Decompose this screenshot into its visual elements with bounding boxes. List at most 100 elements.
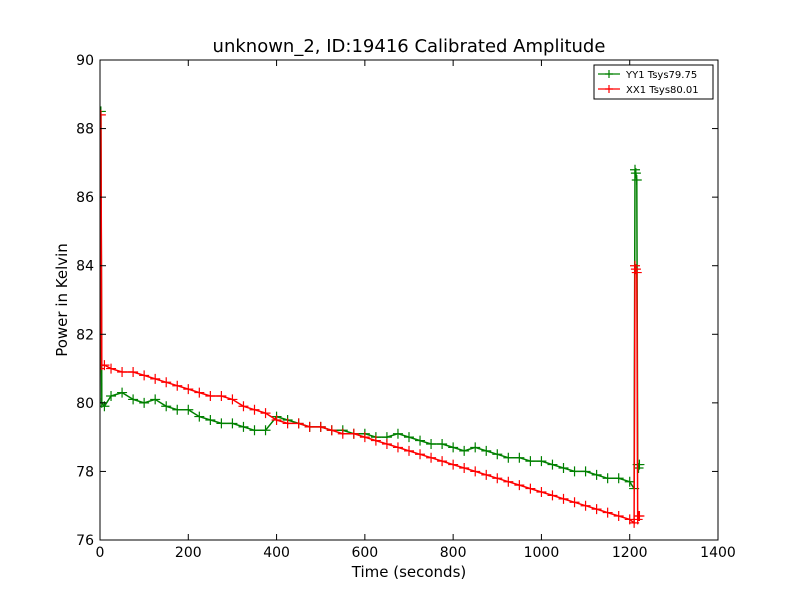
series-0 [100,106,645,494]
data-point [426,439,437,449]
data-point [117,387,128,398]
legend-marker-0 [605,70,613,78]
data-point [100,363,105,374]
data-point [106,391,117,401]
data-point [631,175,642,185]
data-point [227,418,238,429]
data-point [547,459,558,470]
data-point [459,463,470,473]
legend-box [593,64,714,100]
data-point [249,425,260,436]
data-point [392,442,403,453]
data-point [536,456,547,467]
legend-label-0: YY1 Tsys79.75 [625,70,697,81]
data-point [580,466,591,477]
data-point [161,377,172,388]
data-point [631,267,642,278]
data-point [100,360,110,371]
y-tick-label: 90 [76,53,94,69]
series-layer [100,106,645,528]
y-tick-label: 78 [76,464,94,480]
data-point [128,367,139,377]
data-point [602,473,613,484]
data-point [470,442,481,453]
y-tick-label: 82 [76,327,94,343]
data-point [293,418,304,429]
data-point [194,387,205,398]
data-point [271,415,282,425]
plot-frame [99,59,719,541]
data-point [249,404,260,415]
data-point [260,425,271,436]
data-point [492,449,503,460]
x-tick-label: 800 [440,545,467,561]
data-point [558,493,569,504]
x-tick-label: 1000 [524,545,560,561]
data-point [172,380,183,391]
data-point [381,439,392,449]
data-point [238,401,249,412]
data-point [139,397,150,408]
data-point [348,428,359,439]
data-point [602,507,613,518]
x-tick-label: 400 [263,545,290,561]
data-point [591,469,602,480]
data-point [117,367,128,377]
data-point [205,415,216,425]
y-axis-label: Power in Kelvin [53,243,71,357]
data-point [194,411,205,422]
legend-marker-1 [605,85,613,93]
data-point [437,439,448,449]
data-point [547,490,558,501]
data-point [448,442,459,453]
chart-title: unknown_2, ID:19416 Calibrated Amplitude [213,36,606,57]
data-point [139,370,150,381]
data-point [337,428,348,439]
x-tick-label: 0 [96,545,105,561]
data-point [150,373,161,384]
data-point [481,469,492,480]
legend-label-1: XX1 Tsys80.01 [626,85,699,96]
data-point [326,425,337,436]
data-point [591,504,602,515]
data-point [624,476,635,487]
data-point [315,421,326,432]
data-point [459,445,470,456]
y-tick-label: 80 [76,396,94,412]
data-point [613,473,624,484]
data-point [106,363,117,374]
legend: YY1 Tsys79.75 XX1 Tsys80.01 [593,64,714,100]
data-point [634,511,645,521]
data-point [481,445,492,456]
x-tick-label: 200 [175,545,202,561]
x-tick-label: 1200 [612,545,648,561]
data-point [492,473,503,484]
data-point [100,109,106,120]
data-point [260,408,271,419]
data-point [304,421,315,432]
data-point [205,391,216,401]
data-point [150,394,161,405]
y-tick-label: 88 [76,122,94,138]
data-point [437,456,448,467]
data-point [415,435,426,446]
data-point [470,466,481,477]
data-point [370,435,381,446]
x-axis-label: Time (seconds) [351,563,467,581]
data-point [514,452,525,463]
data-point [503,476,514,487]
data-point [525,483,536,494]
data-point [525,456,536,467]
data-point [282,418,293,429]
data-point [426,452,437,463]
data-point [183,404,194,415]
data-point [634,459,645,470]
data-point [227,394,238,405]
data-point [536,487,547,497]
data-point [183,384,194,395]
data-point [503,452,514,463]
data-point [448,459,459,470]
y-tick-label: 76 [76,533,94,549]
